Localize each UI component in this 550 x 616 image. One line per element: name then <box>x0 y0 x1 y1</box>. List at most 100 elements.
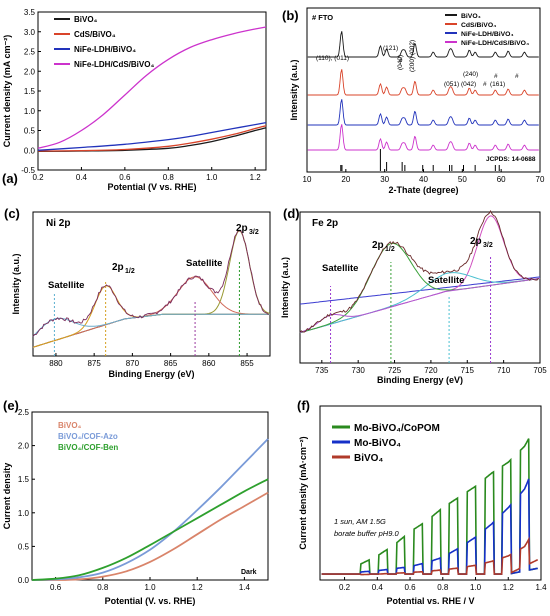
legend-entry: CdS/BiVO₄ <box>74 30 116 39</box>
fit-component <box>299 272 541 334</box>
y-axis-label: Current density <box>2 463 12 530</box>
x-tick-label: 0.8 <box>163 173 175 182</box>
x-tick-label: 50 <box>458 175 467 184</box>
legend-entry: Mo-BiVO₄/CoPOM <box>354 423 440 434</box>
legend-entry: BiVO₄ <box>74 15 98 24</box>
panel-e: 0.6 0.8 1.0 1.2 1.4 0.0 0.5 1.0 1.5 2.0 2.5 BiVO₄ Bi… <box>2 398 269 606</box>
annotation: (051) (042) <box>444 81 476 88</box>
panel-b: 10 20 30 40 50 60 70 2-Thate (degree) Intensity … <box>282 7 545 195</box>
x-axis-label: Potential vs. RHE / V <box>386 596 474 606</box>
x-tick-label: 1.4 <box>239 583 251 592</box>
x-tick-label: 710 <box>497 366 511 375</box>
legend-entry: BiVO₄/COF-Ben <box>58 443 118 452</box>
y-tick-label: 1.0 <box>18 509 30 518</box>
x-tick-label: 735 <box>315 366 329 375</box>
x-tick-label: 705 <box>533 366 547 375</box>
x-axis-label: Potential (V. vs. RHE) <box>105 596 196 606</box>
x-tick-label: 1.4 <box>535 583 547 592</box>
fit-component <box>299 277 541 333</box>
plot-frame <box>37 11 267 171</box>
x-axis-label: Potential (V vs. RHE) <box>107 182 196 192</box>
panel-label: (d) <box>283 206 300 221</box>
y-tick-label: 3.0 <box>24 28 36 37</box>
legend-entry: Mo-BiVO₄ <box>354 438 401 449</box>
panel-label: (b) <box>282 8 299 23</box>
xrd-pattern <box>307 69 539 96</box>
x-tick-label: 70 <box>536 175 545 184</box>
annotation: borate buffer pH9.0 <box>334 529 399 538</box>
annotation: Satellite <box>186 258 222 269</box>
series-line <box>37 121 267 151</box>
x-tick-label: 720 <box>424 366 438 375</box>
fit-component <box>299 242 541 334</box>
x-tick-label: 865 <box>164 359 178 368</box>
fit-component <box>32 313 270 337</box>
annotation: 3/2 <box>483 242 493 249</box>
y-tick-label: 0.5 <box>18 542 30 551</box>
series-line <box>31 438 269 581</box>
x-axis-label: 2-Thate (degree) <box>388 185 458 195</box>
x-tick-label: 860 <box>202 359 216 368</box>
annotation: (161) <box>490 81 505 88</box>
panel-c: 880 875 870 865 860 855 Binding Energy (eV) Int… <box>4 206 271 379</box>
x-tick-label: 1.2 <box>192 583 204 592</box>
y-tick-label: 0.0 <box>18 576 30 585</box>
x-tick-label: 30 <box>380 175 389 184</box>
x-tick-label: 60 <box>497 175 506 184</box>
annotation: Dark <box>241 569 257 576</box>
xrd-pattern <box>307 31 539 58</box>
y-tick-label: 1.5 <box>18 475 30 484</box>
y-tick-label: 0.5 <box>24 127 36 136</box>
annotation: 1/2 <box>125 268 135 275</box>
x-tick-label: 855 <box>240 359 254 368</box>
x-tick-label: 1.2 <box>503 583 515 592</box>
x-tick-label: 870 <box>126 359 140 368</box>
x-tick-label: 0.8 <box>97 583 109 592</box>
annotation: 2p <box>236 223 248 234</box>
x-tick-label: 875 <box>87 359 101 368</box>
chopped-curve <box>321 536 539 576</box>
x-tick-label: 1.2 <box>250 173 262 182</box>
plot-frame <box>32 211 271 357</box>
y-tick-label: 1.5 <box>24 87 36 96</box>
panel-a: 0.2 0.4 0.6 0.8 1.0 1.2 -0.5 0.0 0.5 1.0 1.5 2.0 2.5… <box>2 8 267 192</box>
y-tick-label: 1.0 <box>24 107 36 116</box>
x-tick-label: 730 <box>352 366 366 375</box>
y-axis-label: Intensity (a.u.) <box>280 257 290 318</box>
x-tick-label: 880 <box>49 359 63 368</box>
annotation: (200) (002) <box>409 40 416 72</box>
x-tick-label: 0.6 <box>50 583 62 592</box>
legend-entry: BiVO₄/COF-Azo <box>58 432 118 441</box>
annotation: (040) <box>397 55 404 70</box>
x-axis-label: Binding Energy (eV) <box>377 375 463 385</box>
series-line <box>37 125 267 152</box>
annotation: (121) <box>383 45 398 52</box>
annotation: Satellite <box>428 275 464 286</box>
legend-entry: NiFe-LDH/BiVO₄ <box>74 45 136 54</box>
x-tick-label: 40 <box>419 175 428 184</box>
legend-entry: BiVO₄ <box>354 453 383 464</box>
raw-spectrum <box>299 209 539 333</box>
annotation: # <box>483 81 487 88</box>
series-line <box>31 491 269 581</box>
y-axis-label: Intensity (a.u.) <box>289 59 299 120</box>
plot-frame <box>319 405 542 581</box>
panel-label: (e) <box>3 398 19 413</box>
series-line <box>31 478 269 581</box>
y-tick-label: -0.5 <box>21 166 35 175</box>
panel-title: Fe 2p <box>312 218 338 229</box>
legend-entry: NiFe-LDH/CdS/BiVO₄ <box>74 60 154 69</box>
annotation: Satellite <box>322 263 358 274</box>
x-tick-label: 0.2 <box>339 583 351 592</box>
chopped-curve <box>321 478 538 575</box>
y-tick-label: 2.5 <box>18 408 30 417</box>
plot-frame <box>299 211 541 364</box>
raw-spectrum <box>32 230 269 337</box>
y-tick-label: 3.5 <box>24 8 36 17</box>
annotation: # <box>494 73 498 80</box>
x-tick-label: 725 <box>388 366 402 375</box>
x-tick-label: 0.6 <box>119 173 131 182</box>
panel-label: (a) <box>2 171 18 186</box>
panel-label: (c) <box>4 206 20 221</box>
y-tick-label: 2.0 <box>24 67 36 76</box>
